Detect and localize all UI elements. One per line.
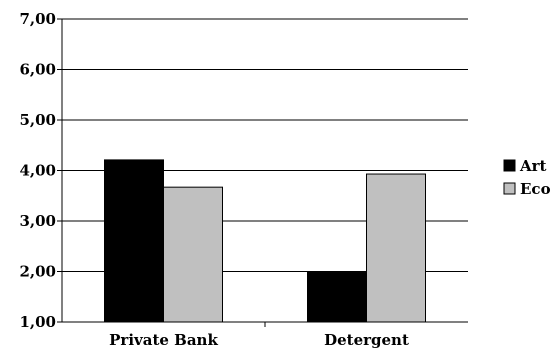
- y-tick-label: 1,00: [19, 313, 56, 331]
- legend-label-eco: Eco: [520, 180, 551, 198]
- x-category-label: Detergent: [324, 331, 409, 349]
- axes: [57, 18, 468, 327]
- axis-labels: 1,00 2,00 3,00 4,00 5,00 6,00 7,00 Private Bank…: [19, 10, 409, 349]
- y-tick-label: 6,00: [19, 61, 56, 79]
- y-tick-label: 5,00: [19, 111, 56, 129]
- y-tick-label: 7,00: [19, 10, 56, 28]
- bar-art-1: [307, 272, 367, 323]
- bars: [104, 159, 426, 323]
- y-tick-label: 2,00: [19, 263, 56, 281]
- bar-eco-0: [163, 186, 223, 323]
- legend-swatch-art: [503, 159, 516, 172]
- legend: Art Eco: [503, 157, 551, 198]
- bar-eco-1: [366, 173, 426, 323]
- legend-label-art: Art: [519, 157, 547, 175]
- y-tick-label: 4,00: [19, 162, 56, 180]
- bar-art-0: [104, 159, 164, 323]
- legend-swatch-eco: [503, 182, 516, 195]
- x-category-label: Private Bank: [109, 331, 218, 349]
- y-tick-label: 3,00: [19, 212, 56, 230]
